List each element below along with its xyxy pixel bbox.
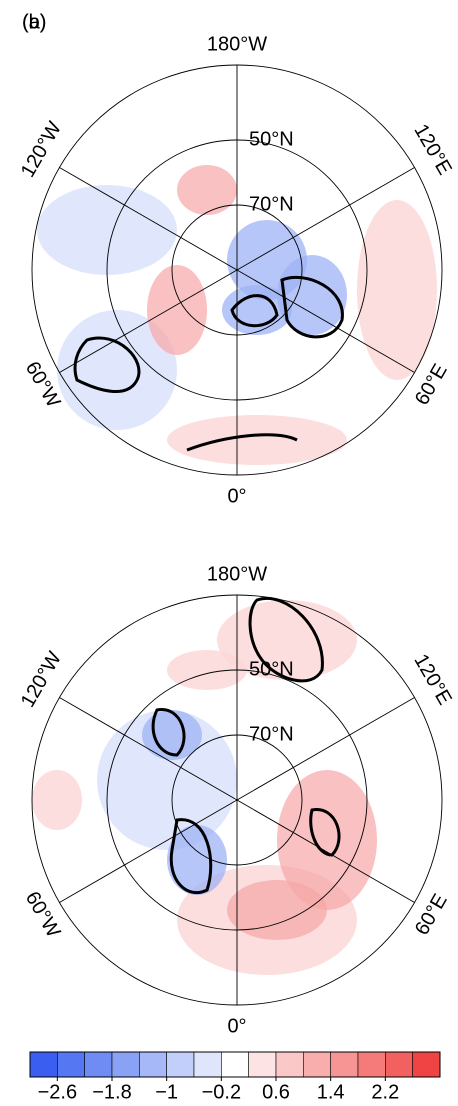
colorbar-bin (193, 1051, 222, 1078)
meridian-label: 0° (227, 485, 246, 507)
colorbar-tick-label: −0.2 (202, 1081, 241, 1103)
meridian-label: 0° (227, 1015, 246, 1037)
anomaly-field (32, 597, 377, 975)
latitude-label: 70°N (249, 193, 294, 215)
colorbar-bin (357, 1051, 386, 1078)
meridian-label: 60°W (21, 888, 65, 942)
anomaly-field (37, 165, 437, 465)
colorbar-frame (29, 1051, 441, 1078)
colorbar-bin (248, 1051, 277, 1078)
colorbar-tick-label: 1.4 (317, 1081, 345, 1103)
colorbar-bin (385, 1051, 413, 1078)
panel-label: (a) (22, 11, 46, 33)
meridian-label: 180°W (207, 563, 267, 585)
colorbar-bin (84, 1051, 113, 1078)
colorbar-bin (275, 1051, 304, 1078)
colorbar-bin (111, 1051, 140, 1078)
meridian-label: 120°W (17, 118, 66, 181)
colorbar-tick-label: −1.8 (92, 1081, 131, 1103)
colorbar-tick-label: 2.2 (371, 1081, 399, 1103)
meridian-label: 120°W (17, 648, 66, 711)
colorbar-tick-label: 0.6 (262, 1081, 290, 1103)
colorbar-bin (221, 1051, 249, 1078)
colorbar-bin (166, 1051, 195, 1078)
colorbar-bin (303, 1051, 331, 1078)
meridian (59, 697, 415, 903)
colorbar-tick-label: −1 (155, 1081, 178, 1103)
meridian (59, 167, 415, 373)
latitude-label: 70°N (249, 723, 294, 745)
meridian-label: 180°W (207, 33, 267, 55)
panel-label: (b) (22, 11, 46, 33)
colorbar-bin (29, 1051, 58, 1078)
colorbar-tick-label: −2.6 (38, 1081, 77, 1103)
colorbar-bin (139, 1051, 167, 1078)
latitude-label: 50°N (249, 658, 294, 680)
colorbar-bin (412, 1051, 441, 1078)
colorbar-bin (330, 1051, 359, 1078)
colorbar-bin (57, 1051, 85, 1078)
latitude-label: 50°N (249, 128, 294, 150)
